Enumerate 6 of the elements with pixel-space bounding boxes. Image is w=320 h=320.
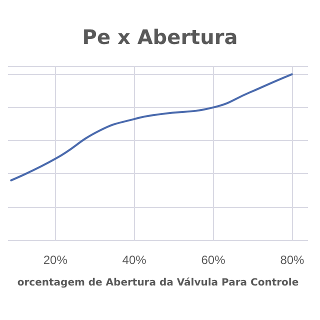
x-tick-label: 40% [122, 253, 147, 267]
x-axis-title: orcentagem de Abertura da Válvula Para Controle [17, 278, 299, 288]
x-tick-label: 80% [280, 253, 305, 267]
chart-title: Pe x Abertura [82, 25, 238, 49]
x-tick-label: 60% [201, 253, 226, 267]
x-tick-label: 20% [43, 253, 68, 267]
